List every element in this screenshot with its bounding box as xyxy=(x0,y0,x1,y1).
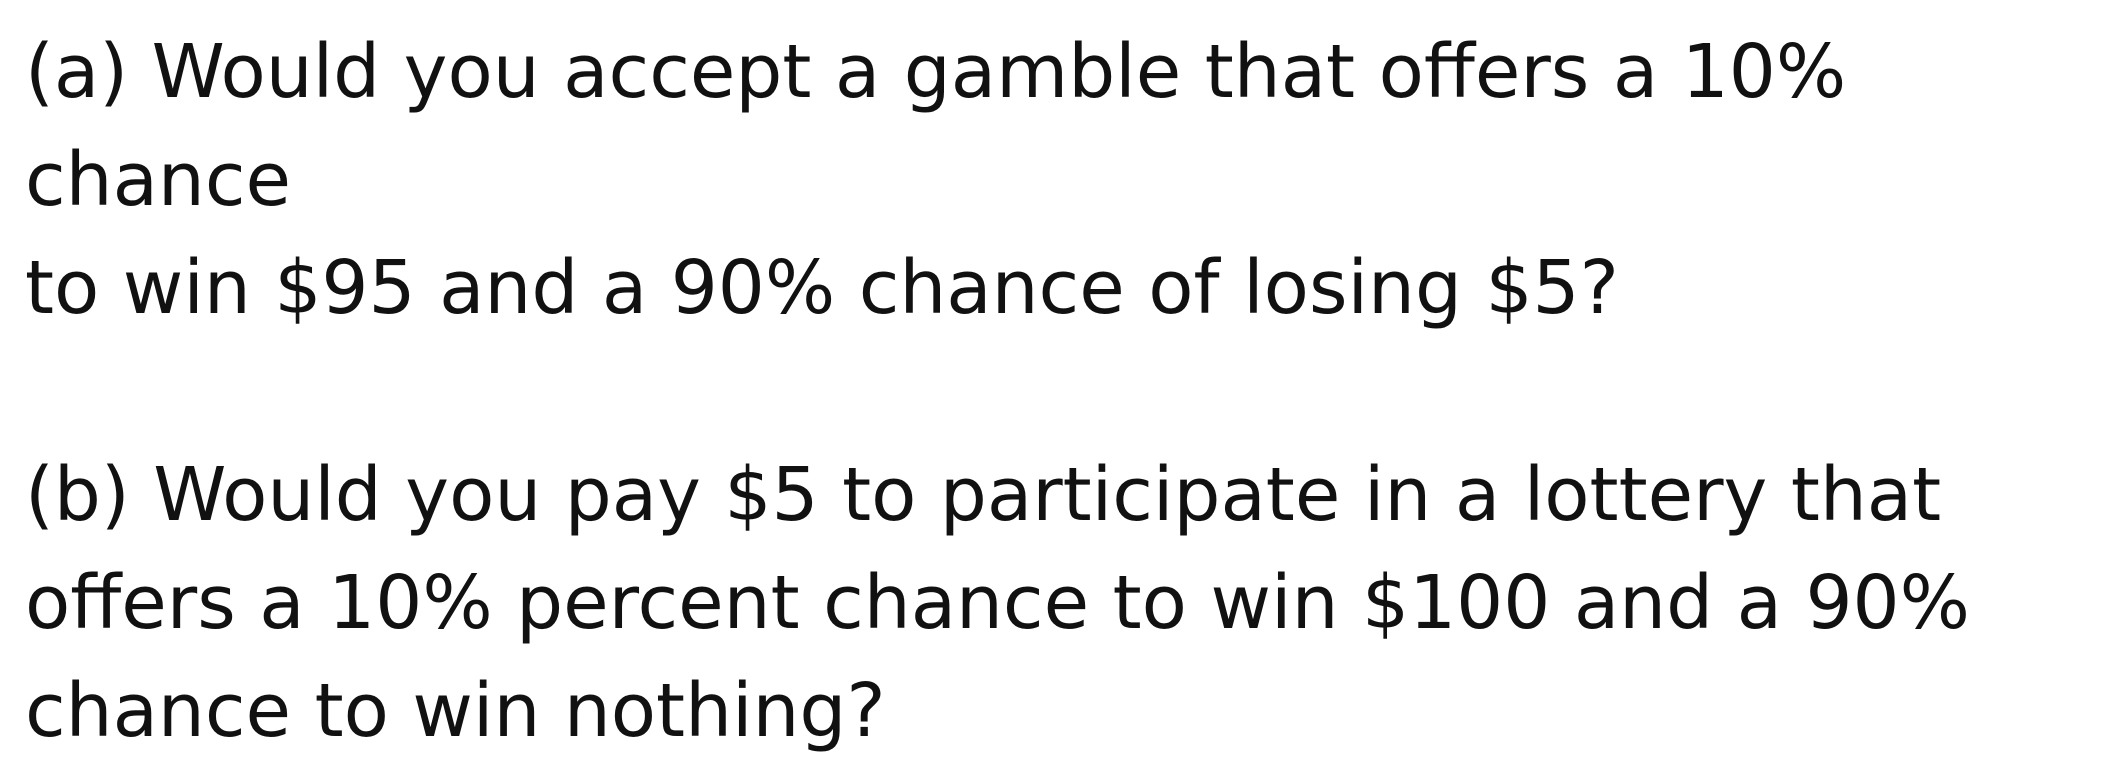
question-a: (a) Would you accept a gamble that offer… xyxy=(25,29,1847,331)
question-b: (b) Would you pay $5 to participate in a… xyxy=(25,452,1970,754)
question-document: (a) Would you accept a gamble that offer… xyxy=(25,18,2095,765)
